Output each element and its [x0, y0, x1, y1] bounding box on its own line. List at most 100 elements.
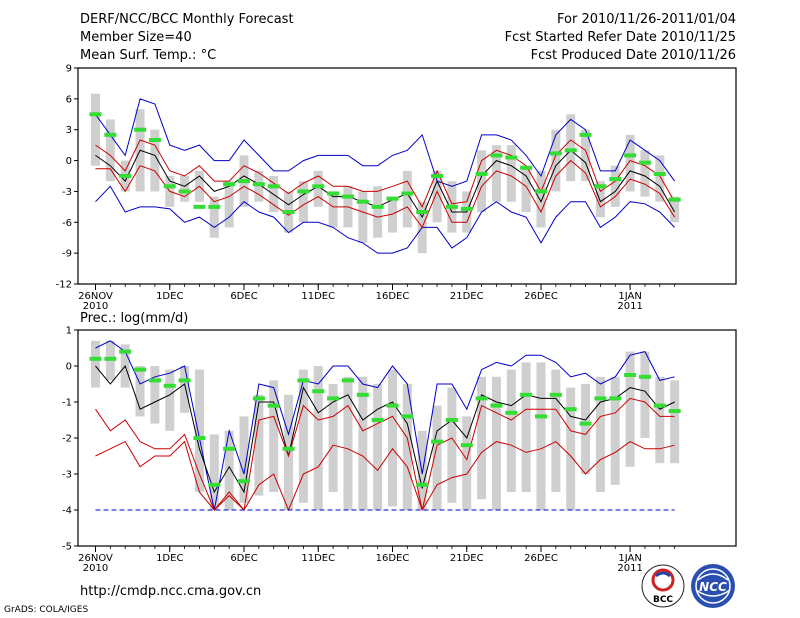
temp-range-bar [581, 129, 591, 182]
prec-forecast-marker [163, 383, 176, 388]
prec-forecast-marker [238, 479, 250, 484]
prec-forecast-marker [341, 378, 354, 383]
prec-range-bar [402, 384, 412, 510]
temp-forecast-marker [535, 189, 547, 194]
temp-forecast-marker [460, 206, 473, 211]
prec-range-bar [239, 416, 249, 503]
temp-range-bar [566, 114, 576, 182]
prec-range-bar [328, 384, 338, 492]
prec-forecast-marker [356, 392, 369, 397]
temp-range-bar [551, 129, 561, 192]
prec-forecast-marker [668, 409, 681, 413]
prec-series-upper-spread [95, 397, 675, 512]
temp-forecast-marker [282, 210, 295, 214]
temp-y-tick-label: -12 [56, 280, 72, 291]
prec-forecast-marker [445, 418, 458, 422]
temp-forecast-marker [653, 171, 666, 176]
temp-forecast-marker [163, 184, 176, 189]
temp-x-tick-label: 26DEC [524, 291, 558, 302]
temp-series-ensemble-mean [95, 149, 676, 219]
prec-forecast-marker [638, 374, 651, 379]
prec-forecast-marker [564, 407, 577, 412]
forecast-started-date: Fcst Started Refer Date 2010/11/25 [504, 30, 736, 45]
prec-series-ensemble-mean [95, 364, 675, 494]
prec-forecast-marker [327, 396, 340, 401]
prec-forecast-marker [386, 403, 399, 408]
prec-y-tick-label: -2 [62, 434, 72, 445]
prec-forecast-marker [594, 396, 607, 401]
temp-forecast-marker [148, 138, 161, 142]
prec-range-bar [670, 380, 680, 464]
temp-range-bar [91, 93, 100, 166]
source-url[interactable]: http://cmdp.ncc.cma.gov.cn [80, 584, 262, 599]
prec-range-bar [373, 384, 383, 510]
bcc-logo-text: BCC [653, 595, 673, 605]
prec-range-bar [150, 366, 160, 424]
temp-range-bar [432, 170, 442, 223]
temp-forecast-marker [208, 204, 221, 209]
temp-range-bar [536, 170, 546, 228]
prec-range-bar [432, 405, 442, 510]
temp-forecast-marker [267, 184, 280, 189]
prec-y-tick-label: -1 [62, 398, 72, 409]
temp-range-bar [625, 134, 635, 192]
prec-forecast-marker [520, 392, 533, 397]
prec-forecast-marker [490, 403, 503, 408]
prec-forecast-marker [208, 482, 221, 487]
prec-forecast-marker [549, 392, 562, 397]
prec-x-tick-label: 1JAN [618, 553, 641, 564]
prec-forecast-marker [148, 378, 161, 383]
prec-forecast-marker [460, 443, 473, 448]
prec-x-tick-label: 21DEC [450, 553, 484, 564]
prec-x-tick-label: 26NOV [78, 553, 113, 564]
temp-forecast-marker [401, 191, 414, 196]
prec-forecast-marker [297, 378, 310, 383]
prec-range-bar [610, 376, 620, 485]
temp-forecast-marker [371, 204, 384, 209]
temp-range-bar [491, 145, 501, 202]
prec-forecast-marker [624, 373, 637, 377]
temp-range-bar [477, 150, 487, 212]
chart-title: DERF/NCC/BCC Monthly Forecast [80, 12, 294, 27]
prec-range-bar [313, 366, 323, 510]
temp-y-tick-label: 9 [66, 64, 72, 75]
prec-forecast-marker [282, 446, 295, 451]
temp-series-ensemble-max [95, 185, 675, 254]
temp-forecast-marker [119, 174, 132, 178]
temp-forecast-marker [475, 171, 488, 176]
temp-forecast-marker [89, 112, 102, 117]
prec-range-bar [566, 387, 576, 510]
grads-credit: GrADS: COLA/IGES [4, 605, 89, 615]
prec-forecast-marker [312, 389, 325, 394]
temp-forecast-marker [549, 151, 562, 156]
temp-y-tick-label: -9 [62, 249, 72, 260]
prec-x-tick-label: 26DEC [524, 553, 558, 564]
temp-forecast-marker [252, 182, 265, 187]
prec-forecast-marker [609, 396, 622, 401]
prec-range-bar [254, 394, 264, 496]
prec-y-tick-label: -3 [62, 470, 72, 481]
temp-forecast-marker [579, 132, 592, 137]
temp-forecast-marker [193, 204, 206, 209]
temp-range-bar [209, 196, 219, 238]
temp-forecast-marker [297, 189, 310, 194]
prec-range-bar [209, 434, 219, 510]
ncc-logo: NCC [691, 564, 735, 608]
prec-range-bar [521, 362, 531, 492]
temp-range-bar [358, 191, 368, 243]
prec-x-year-label: 2011 [617, 563, 642, 574]
prec-x-tick-label: 6DEC [230, 553, 257, 564]
prec-range-bar [194, 369, 204, 492]
temp-x-year-label: 2010 [83, 301, 108, 312]
temp-forecast-marker [223, 182, 236, 187]
temp-y-tick-label: 0 [66, 156, 72, 167]
prec-range-bar [417, 430, 427, 510]
temp-series-ensemble-lower [95, 159, 676, 229]
temp-range-bar [402, 170, 412, 228]
temp-range-bar [180, 176, 190, 202]
temp-range-bar [655, 155, 665, 202]
prec-range-bar [551, 369, 561, 492]
variable-label: Mean Surf. Temp.: °C [80, 48, 217, 63]
temp-x-tick-label: 26NOV [78, 291, 113, 302]
